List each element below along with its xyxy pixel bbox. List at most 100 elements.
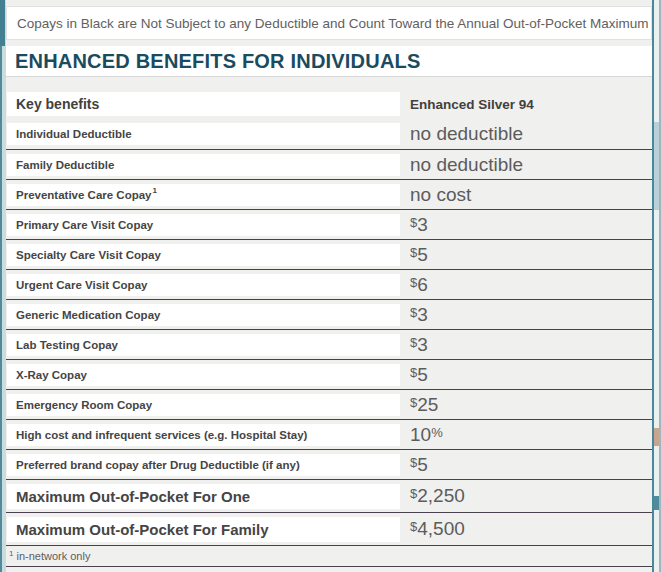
benefit-label: High cost and infrequent services (e.g. … bbox=[16, 429, 307, 441]
table-row: High cost and infrequent services (e.g. … bbox=[6, 419, 652, 449]
table-row: Preferred brand copay after Drug Deducti… bbox=[6, 449, 652, 479]
table-row: Specialty Care Visit Copay $5 bbox=[6, 239, 652, 269]
currency-prefix: $ bbox=[410, 305, 417, 320]
benefit-label: Lab Testing Copay bbox=[16, 339, 118, 351]
benefit-value: no cost bbox=[410, 184, 471, 206]
page-edge-right-strip bbox=[654, 0, 661, 572]
currency-prefix: $ bbox=[410, 395, 417, 410]
benefit-label-box: Maximum Out-of-Pocket For Family bbox=[7, 517, 400, 542]
currency-prefix: $ bbox=[410, 365, 417, 380]
value-number: no deductible bbox=[410, 123, 523, 144]
plan-name-header: Enhanced Silver 94 bbox=[410, 97, 534, 112]
table-row: X-Ray Copay $5 bbox=[6, 359, 652, 389]
value-number: 5 bbox=[417, 244, 428, 265]
benefit-label: X-Ray Copay bbox=[16, 369, 87, 381]
page-edge-left-teal bbox=[0, 0, 2, 572]
table-row: Preventative Care Copay 1 no cost bbox=[6, 179, 652, 209]
benefit-value: $3 bbox=[410, 304, 428, 326]
value-number: 2,250 bbox=[417, 485, 465, 506]
footnote-row: 1 in-network only bbox=[6, 545, 652, 567]
currency-prefix: $ bbox=[410, 245, 417, 260]
table-row: Emergency Room Copay $25 bbox=[6, 389, 652, 419]
benefit-label-box: Maximum Out-of-Pocket For One bbox=[7, 484, 400, 509]
table-row: Lab Testing Copay $3 bbox=[6, 329, 652, 359]
benefit-label: Generic Medication Copay bbox=[16, 309, 160, 321]
table-rows-container: Individual Deductible no deductible Fami… bbox=[6, 119, 652, 545]
benefit-label-box: X-Ray Copay bbox=[7, 364, 400, 386]
value-number: 6 bbox=[417, 274, 428, 295]
currency-prefix: $ bbox=[410, 455, 417, 470]
currency-prefix: $ bbox=[410, 335, 417, 350]
currency-prefix: $ bbox=[410, 519, 417, 534]
benefit-label-box: Lab Testing Copay bbox=[7, 334, 400, 356]
value-suffix: % bbox=[431, 425, 443, 440]
copay-disclaimer-banner: Copays in Black are Not Subject to any D… bbox=[6, 6, 652, 40]
table-header-row: Key benefits Enhanced Silver 94 bbox=[6, 89, 652, 119]
benefit-label-box: Specialty Care Visit Copay bbox=[7, 244, 400, 266]
table-row: Maximum Out-of-Pocket For One $2,250 bbox=[6, 479, 652, 512]
benefit-label: Maximum Out-of-Pocket For One bbox=[16, 488, 250, 505]
benefit-value: $3 bbox=[410, 214, 428, 236]
copay-disclaimer-text: Copays in Black are Not Subject to any D… bbox=[17, 16, 649, 31]
benefit-label: Maximum Out-of-Pocket For Family bbox=[16, 521, 269, 538]
value-number: 3 bbox=[417, 304, 428, 325]
benefit-footnote-marker: 1 bbox=[153, 186, 157, 195]
benefit-value: $2,250 bbox=[410, 485, 465, 507]
benefit-label: Emergency Room Copay bbox=[16, 399, 152, 411]
currency-prefix: $ bbox=[410, 486, 417, 501]
value-number: 5 bbox=[417, 454, 428, 475]
page-edge-right-teal bbox=[652, 0, 654, 572]
benefit-label: Primary Care Visit Copay bbox=[16, 219, 153, 231]
value-number: no cost bbox=[410, 184, 471, 205]
value-number: 10 bbox=[410, 424, 431, 445]
key-benefits-header: Key benefits bbox=[16, 96, 99, 112]
page-edge-left-top bbox=[0, 0, 5, 46]
benefit-label: Specialty Care Visit Copay bbox=[16, 249, 161, 261]
benefit-label-box: Primary Care Visit Copay bbox=[7, 214, 400, 236]
benefit-value: no deductible bbox=[410, 123, 523, 145]
benefit-label: Urgent Care Visit Copay bbox=[16, 279, 147, 291]
value-number: no deductible bbox=[410, 154, 523, 175]
benefit-label-box: Urgent Care Visit Copay bbox=[7, 274, 400, 296]
table-row: Urgent Care Visit Copay $6 bbox=[6, 269, 652, 299]
benefit-value: $25 bbox=[410, 394, 438, 416]
benefit-label: Family Deductible bbox=[16, 159, 114, 171]
benefit-label-box: Family Deductible bbox=[7, 154, 400, 176]
benefit-label-box: Individual Deductible bbox=[7, 123, 400, 145]
benefit-value: $6 bbox=[410, 274, 428, 296]
table-row: Generic Medication Copay $3 bbox=[6, 299, 652, 329]
footnote-marker: 1 bbox=[9, 549, 13, 558]
table-row: Maximum Out-of-Pocket For Family $4,500 bbox=[6, 512, 652, 545]
benefit-value: $4,500 bbox=[410, 518, 465, 540]
value-number: 3 bbox=[417, 214, 428, 235]
page-title: ENHANCED BENEFITS FOR INDIVIDUALS bbox=[15, 50, 421, 73]
benefit-label: Individual Deductible bbox=[16, 128, 132, 140]
table-row: Individual Deductible no deductible bbox=[6, 119, 652, 149]
benefit-label-box: Preferred brand copay after Drug Deducti… bbox=[7, 454, 400, 476]
benefit-label-box: High cost and infrequent services (e.g. … bbox=[7, 424, 400, 446]
benefit-label-box: Emergency Room Copay bbox=[7, 394, 400, 416]
value-number: 3 bbox=[417, 334, 428, 355]
benefit-value: $5 bbox=[410, 244, 428, 266]
benefit-label: Preventative Care Copay bbox=[16, 189, 152, 201]
benefit-label-box: Preventative Care Copay 1 bbox=[7, 184, 400, 206]
value-number: 5 bbox=[417, 364, 428, 385]
benefit-value: 10% bbox=[410, 424, 443, 446]
section-title-band: ENHANCED BENEFITS FOR INDIVIDUALS bbox=[6, 46, 652, 77]
benefit-value: no deductible bbox=[410, 154, 523, 176]
value-number: 25 bbox=[417, 394, 438, 415]
benefit-value: $5 bbox=[410, 364, 428, 386]
content-panel: Copays in Black are Not Subject to any D… bbox=[6, 0, 652, 572]
benefit-value: $3 bbox=[410, 334, 428, 356]
footnote-text: in-network only bbox=[16, 550, 90, 562]
benefit-label-box: Generic Medication Copay bbox=[7, 304, 400, 326]
table-row: Family Deductible no deductible bbox=[6, 149, 652, 179]
table-row: Primary Care Visit Copay $3 bbox=[6, 209, 652, 239]
benefit-value: $5 bbox=[410, 454, 428, 476]
header-label-box: Key benefits bbox=[7, 92, 400, 116]
currency-prefix: $ bbox=[410, 275, 417, 290]
benefit-label: Preferred brand copay after Drug Deducti… bbox=[16, 459, 300, 471]
benefits-table: Key benefits Enhanced Silver 94 Individu… bbox=[6, 77, 652, 567]
currency-prefix: $ bbox=[410, 215, 417, 230]
value-number: 4,500 bbox=[417, 518, 465, 539]
